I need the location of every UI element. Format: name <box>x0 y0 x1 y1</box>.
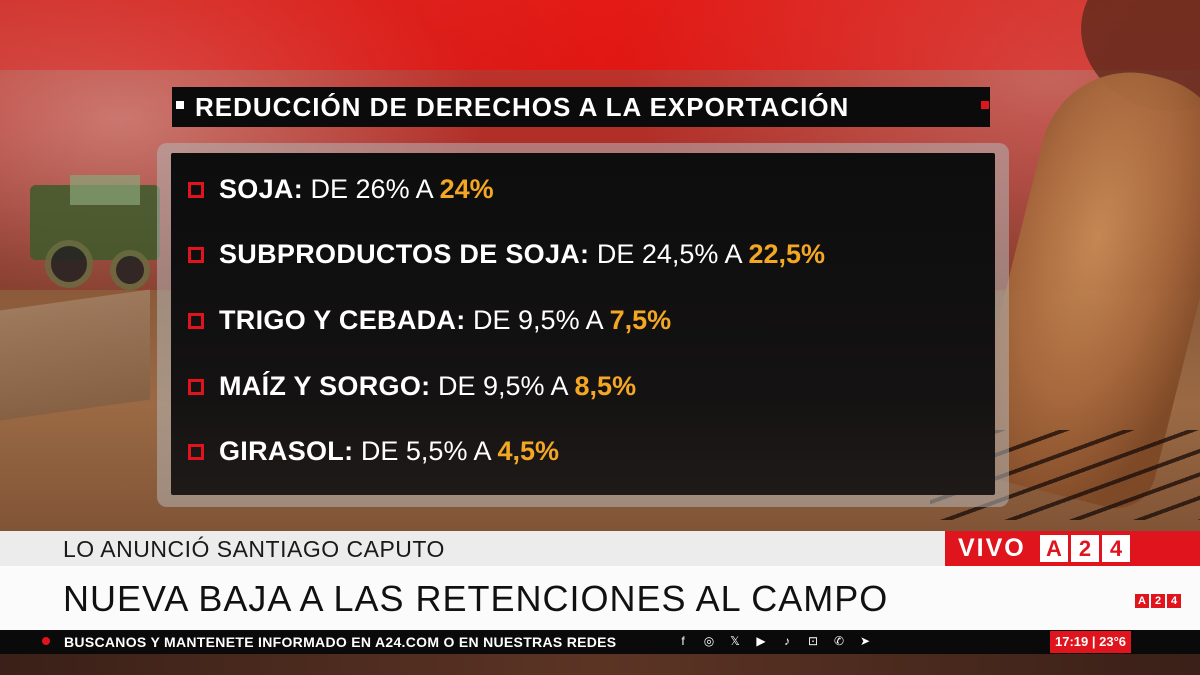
bottom-background-strip <box>0 654 1200 675</box>
list-item: GIRASOL: DE 5,5% A 4,5% <box>188 431 559 471</box>
channel-bug-logo: A 2 4 <box>1135 594 1181 608</box>
list-item: SOJA: DE 26% A 24% <box>188 169 494 209</box>
bullet-square-icon <box>188 313 204 329</box>
logo-letter: 2 <box>1071 535 1099 562</box>
main-headline-text: NUEVA BAJA A LAS RETENCIONES AL CAMPO <box>63 578 889 619</box>
logo-letter: A <box>1135 594 1149 608</box>
temperature: 23°6 <box>1099 634 1127 649</box>
bullet-square-icon <box>188 247 204 263</box>
headline-title: REDUCCIÓN DE DERECHOS A LA EXPORTACIÓN <box>195 92 850 122</box>
item-new-value: 22,5% <box>748 239 826 269</box>
headline-square-marker-red <box>981 101 989 109</box>
main-headline-bar <box>0 566 1200 630</box>
item-range: DE 5,5% A <box>353 436 498 466</box>
whatsapp-icon: ✆ <box>833 634 845 648</box>
bullet-square-icon <box>188 379 204 395</box>
item-new-value: 24% <box>439 174 494 204</box>
live-label: VIVO <box>958 534 1026 562</box>
list-item: MAÍZ Y SORGO: DE 9,5% A 8,5% <box>188 366 636 406</box>
item-label: MAÍZ Y SORGO: <box>219 371 431 401</box>
headline-bar <box>172 87 990 127</box>
logo-letter: 4 <box>1167 594 1181 608</box>
facebook-icon: f <box>681 634 685 648</box>
kicker-text: LO ANUNCIÓ SANTIAGO CAPUTO <box>63 536 445 562</box>
item-label: SOJA: <box>219 174 304 204</box>
list-item: SUBPRODUCTOS DE SOJA: DE 24,5% A 22,5% <box>188 234 825 274</box>
youtube-icon: ▶ <box>756 634 766 648</box>
social-icons: f ◎ 𝕏 ▶ ♪ ⊡ ✆ ➤ <box>674 632 874 652</box>
bullet-square-icon <box>188 182 204 198</box>
channel-logo: A 2 4 <box>1040 535 1130 562</box>
tiktok-icon: ♪ <box>784 634 790 648</box>
item-new-value: 8,5% <box>574 371 637 401</box>
crawl-bar <box>0 630 1200 654</box>
crawl-text: BUSCANOS Y MANTENETE INFORMADO EN A24.CO… <box>64 634 617 650</box>
info-panel <box>171 153 995 495</box>
item-label: GIRASOL: <box>219 436 354 466</box>
bullet-square-icon <box>188 444 204 460</box>
telegram-icon: ➤ <box>859 634 871 648</box>
item-range: DE 24,5% A <box>589 239 749 269</box>
logo-letter: 4 <box>1102 535 1130 562</box>
tractor-cab-image <box>70 175 140 205</box>
item-new-value: 7,5% <box>609 305 672 335</box>
logo-letter: 2 <box>1151 594 1165 608</box>
live-dot-icon <box>42 637 50 645</box>
item-range: DE 26% A <box>303 174 440 204</box>
grain-trailer-image <box>0 289 150 421</box>
logo-letter: A <box>1040 535 1068 562</box>
kicker-bar <box>0 531 945 566</box>
tractor-wheel <box>45 240 93 288</box>
clock-temperature: 17:19 | 23°6 <box>1050 631 1132 653</box>
item-range: DE 9,5% A <box>465 305 610 335</box>
item-label: SUBPRODUCTOS DE SOJA: <box>219 239 590 269</box>
item-range: DE 9,5% A <box>430 371 575 401</box>
instagram-icon: ◎ <box>703 634 715 648</box>
red-overlay <box>0 0 1200 70</box>
item-label: TRIGO Y CEBADA: <box>219 305 466 335</box>
clock-time: 17:19 <box>1055 634 1089 649</box>
item-new-value: 4,5% <box>497 436 560 466</box>
tractor-wheel <box>110 250 150 290</box>
list-item: TRIGO Y CEBADA: DE 9,5% A 7,5% <box>188 300 671 340</box>
x-icon: 𝕏 <box>730 634 740 648</box>
twitch-icon: ⊡ <box>807 634 819 648</box>
headline-square-marker <box>176 101 184 109</box>
